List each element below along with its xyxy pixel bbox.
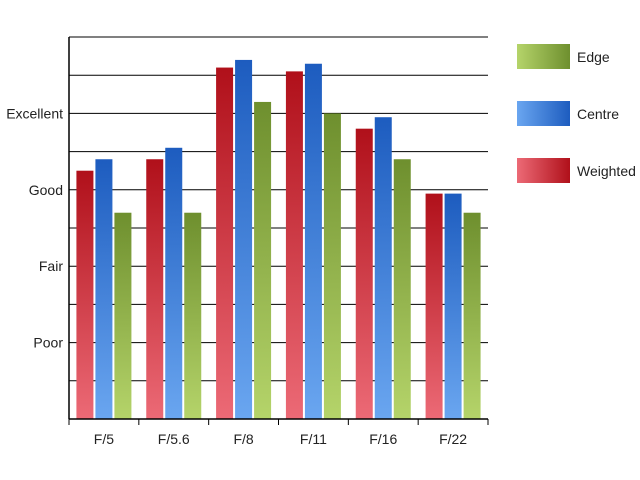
bar-edge-f-8 <box>254 101 272 419</box>
legend-item-centre: Centre <box>517 101 619 126</box>
bar-edge-f-11 <box>323 113 341 420</box>
grid-lines <box>69 36 488 382</box>
bar-weighted-f-8 <box>216 67 234 419</box>
bar-centre-f-16 <box>374 117 392 419</box>
legend-swatch <box>517 101 570 126</box>
bar-edge-f-22 <box>463 212 481 419</box>
bar-weighted-f-22 <box>425 193 443 419</box>
y-tick-label: Excellent <box>6 105 63 121</box>
legend: Edge Centre Weighted <box>517 44 636 183</box>
y-tick-label: Good <box>29 182 63 198</box>
x-tick-label: F/8 <box>233 431 253 447</box>
bar-weighted-f-11 <box>285 71 303 419</box>
tick-labels: F/5 F/5.6 F/8 F/11 F/16 F/22 Poor Fair Good Excel… <box>6 105 467 447</box>
legend-swatch <box>517 158 570 183</box>
legend-item-weighted: Weighted <box>517 158 636 183</box>
legend-label: Weighted <box>577 163 636 179</box>
legend-item-edge: Edge <box>517 44 610 69</box>
x-tick-label: F/22 <box>439 431 467 447</box>
axes <box>68 37 489 425</box>
x-tick-label: F/16 <box>369 431 397 447</box>
bar-centre-f-22 <box>444 193 462 419</box>
bar-weighted-f-5-6 <box>146 159 164 420</box>
x-tick-label: F/5 <box>94 431 114 447</box>
legend-label: Centre <box>577 106 619 122</box>
bar-centre-f-11 <box>304 63 322 420</box>
legend-swatch <box>517 44 570 69</box>
bar-edge-f-16 <box>393 159 411 420</box>
y-tick-label: Fair <box>39 258 63 274</box>
y-tick-label: Poor <box>33 335 63 351</box>
bar-centre-f-5-6 <box>165 147 183 419</box>
bar-weighted-f-16 <box>355 128 373 419</box>
bar-centre-f-8 <box>235 59 253 420</box>
bars <box>76 59 481 420</box>
bar-edge-f-5-6 <box>184 212 202 419</box>
x-tick-label: F/11 <box>300 431 327 447</box>
legend-label: Edge <box>577 49 610 65</box>
x-tick-label: F/5.6 <box>158 431 190 447</box>
bar-edge-f-5 <box>114 212 132 419</box>
bar-centre-f-5 <box>95 159 113 420</box>
bar-weighted-f-5 <box>76 170 94 419</box>
